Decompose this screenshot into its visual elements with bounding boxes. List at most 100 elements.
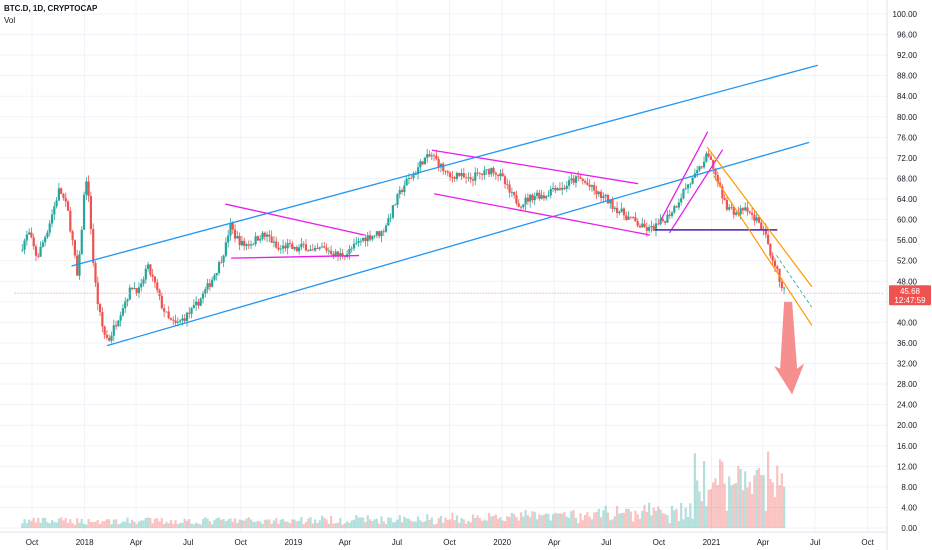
candle-body: [606, 194, 610, 204]
volume-label[interactable]: Vol: [4, 16, 16, 25]
candle-body: [748, 211, 751, 213]
volume-bar: [469, 522, 472, 528]
volume-bar: [748, 481, 751, 528]
y-tick-label: 72.00: [897, 154, 918, 163]
volume-bar: [183, 518, 186, 528]
x-tick-label: Oct: [443, 538, 456, 547]
candle-body: [620, 208, 623, 212]
candle-body: [709, 156, 713, 160]
candle-body: [423, 157, 427, 165]
wedge-lower-line: [434, 193, 651, 236]
volume-bar: [606, 512, 610, 528]
x-tick-label: 2021: [703, 538, 721, 547]
candle-body: [673, 206, 676, 213]
candle-body: [492, 167, 495, 173]
candle-body: [85, 181, 88, 195]
candle-body: [30, 232, 33, 238]
symbol-title[interactable]: BTC.D, 1D, CRYPTOCAP: [4, 4, 98, 13]
volume-bar: [307, 518, 310, 528]
y-tick-label: 12.00: [897, 462, 918, 471]
candle-body: [435, 155, 438, 160]
candle-body: [467, 177, 470, 179]
candle-body: [730, 206, 733, 208]
candle-body: [60, 188, 63, 194]
volume-bar: [350, 520, 353, 528]
candle-body: [57, 188, 60, 201]
candle-body: [224, 242, 227, 256]
volume-bar: [92, 522, 95, 528]
candle-body: [256, 236, 260, 241]
candle-body: [396, 194, 399, 205]
candle-body: [551, 187, 555, 190]
volume-bar: [478, 517, 481, 528]
volume-bar: [149, 518, 152, 528]
volume-bar: [698, 491, 701, 528]
candle-body: [78, 254, 81, 276]
candle-body: [439, 163, 443, 168]
volume-bar: [718, 459, 722, 528]
volume-bar: [670, 505, 674, 528]
volume-bar: [439, 515, 443, 528]
volume-bar: [767, 451, 770, 528]
candle-body: [430, 155, 433, 157]
volume-bar: [252, 521, 255, 528]
candle-body: [540, 195, 543, 199]
volume-bar: [581, 519, 584, 528]
candle-body: [291, 243, 294, 249]
candle-body: [538, 192, 541, 199]
volume-bar: [696, 480, 699, 528]
candle-body: [82, 194, 86, 230]
volume-bar: [270, 523, 273, 528]
candle-body: [73, 240, 76, 256]
volume-bar: [448, 519, 452, 528]
volume-bar: [757, 467, 761, 528]
candle-body: [442, 163, 445, 171]
candle-body: [227, 235, 230, 243]
candle-body: [80, 229, 83, 255]
price-axis[interactable]: 100.00 96.00 92.00 88.00 84.00 80.00 76.00 72.0…: [886, 0, 918, 550]
volume-bar: [357, 517, 360, 528]
candle-body: [149, 264, 152, 275]
time-axis[interactable]: Oct 2018 Apr Jul Oct 2019 Apr Jul Oct 2020 Apr Jul O…: [0, 531, 887, 547]
volume-bar: [304, 521, 308, 528]
volume-bar: [398, 515, 401, 528]
volume-bar: [137, 521, 141, 528]
volume-bars: [21, 451, 786, 528]
candle-body: [471, 179, 475, 181]
volume-bar: [160, 517, 163, 528]
chart-legend: BTC.D, 1D, CRYPTOCAP Vol: [4, 3, 97, 27]
volume-bar: [30, 520, 33, 528]
candle-body: [165, 311, 168, 313]
falling-channel-lower: [713, 175, 813, 326]
candle-body: [233, 229, 237, 239]
volume-bar: [471, 514, 475, 528]
candle-body: [121, 308, 125, 316]
volume-bar: [709, 489, 713, 528]
candle-body: [716, 174, 719, 183]
volume-bar: [371, 521, 374, 528]
candle-body: [625, 215, 628, 220]
candle-body: [236, 236, 239, 239]
candle-body: [133, 288, 136, 290]
volume-bar: [23, 519, 26, 528]
candle-body: [217, 262, 221, 273]
candle-body: [364, 237, 367, 242]
volume-bar: [444, 517, 447, 528]
volume-bar: [451, 512, 454, 528]
volume-bar: [147, 517, 150, 528]
candle-body: [192, 305, 195, 309]
y-tick-label: 60.00: [897, 216, 918, 225]
candle-body: [515, 195, 518, 204]
volume-bar: [419, 520, 422, 528]
candle-body: [334, 251, 337, 256]
candle-body: [270, 236, 273, 243]
candle-body: [545, 196, 548, 199]
candle-body: [169, 318, 173, 320]
candle-body: [179, 320, 182, 322]
candle-body: [371, 235, 374, 240]
volume-bar: [416, 516, 420, 528]
candle-body: [238, 236, 241, 246]
volume-bar: [231, 521, 234, 528]
volume-bar: [634, 510, 637, 528]
